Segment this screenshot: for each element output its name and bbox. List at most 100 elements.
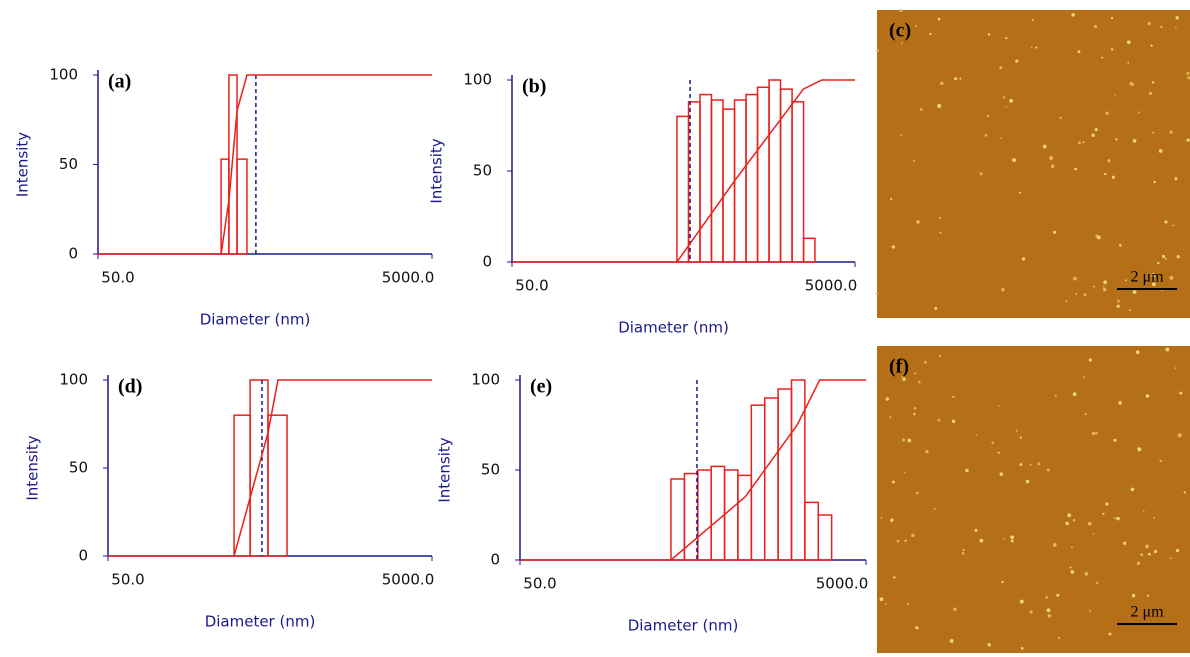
particle	[1187, 76, 1190, 80]
particle	[1127, 61, 1130, 64]
particle	[999, 66, 1003, 70]
y-tick-label: 100	[471, 371, 500, 389]
particle	[1095, 581, 1099, 585]
particle	[1103, 280, 1107, 285]
particle	[1001, 287, 1005, 292]
particle	[1176, 255, 1180, 259]
particle	[961, 552, 965, 555]
particle	[1177, 433, 1182, 438]
y-axis-label: Intensity	[24, 435, 42, 500]
particle	[1072, 392, 1077, 397]
particle	[975, 434, 978, 436]
particle	[891, 245, 896, 249]
particle	[986, 115, 989, 118]
particle	[1089, 609, 1092, 612]
particle	[899, 8, 903, 13]
particle	[1162, 254, 1166, 259]
particle	[1119, 243, 1122, 247]
scale-bar-label: 2 μm	[1130, 604, 1164, 621]
particle	[913, 412, 916, 416]
bar	[790, 379, 806, 561]
particle	[1165, 347, 1170, 352]
y-tick-label: 100	[59, 371, 88, 389]
y-tick-label: 100	[49, 66, 78, 84]
particle	[1153, 549, 1158, 554]
particle	[1123, 541, 1127, 545]
particle	[1102, 512, 1105, 515]
particle	[1174, 177, 1178, 181]
particle	[999, 472, 1004, 476]
y-tick-label: 50	[481, 461, 500, 479]
particle	[1092, 533, 1095, 535]
particle	[1030, 46, 1033, 49]
y-tick-label: 0	[78, 547, 88, 565]
particle	[953, 607, 957, 612]
particle	[1009, 98, 1014, 103]
particle	[1118, 401, 1122, 405]
particle	[915, 626, 919, 630]
particle	[1145, 544, 1150, 549]
particle	[1074, 167, 1077, 171]
particle	[1152, 131, 1155, 134]
bar	[710, 99, 724, 263]
particle	[918, 380, 921, 384]
particle	[1151, 273, 1156, 278]
x-tick-label: 5000.0	[816, 575, 869, 593]
particle	[893, 576, 896, 579]
particle	[979, 538, 984, 543]
particle	[1169, 130, 1173, 134]
afm-image: (f) 2 μm	[877, 346, 1190, 653]
particle	[1164, 220, 1168, 224]
y-axis-label: Intensity	[14, 132, 32, 197]
particle	[891, 480, 895, 484]
particle	[903, 471, 906, 474]
particle	[1105, 111, 1109, 115]
particle	[1029, 610, 1033, 614]
y-tick-label: 50	[59, 155, 78, 173]
bar	[697, 469, 712, 561]
particle	[1172, 224, 1175, 227]
afm-background	[877, 10, 1190, 318]
particle	[1147, 552, 1151, 556]
particle	[1148, 91, 1153, 95]
particle	[1091, 133, 1095, 138]
particle	[1130, 487, 1135, 492]
x-tick-label: 50.0	[515, 277, 548, 295]
particle	[880, 517, 883, 519]
particle	[951, 419, 956, 424]
y-tick-label: 0	[482, 253, 492, 271]
y-tick-label: 0	[68, 245, 78, 263]
particle	[1035, 46, 1038, 49]
particle	[1095, 234, 1099, 238]
particle	[1124, 279, 1127, 282]
particle	[965, 468, 969, 473]
particle	[1025, 479, 1030, 484]
particle	[1145, 394, 1150, 398]
particle	[1088, 358, 1093, 362]
y-axis-label: Intensity	[436, 437, 454, 502]
particle	[1052, 543, 1057, 547]
particle	[939, 231, 942, 234]
particle	[1046, 468, 1050, 472]
particle	[1084, 572, 1089, 576]
bar	[756, 86, 770, 263]
particle	[1136, 561, 1141, 566]
particle	[1069, 566, 1072, 569]
particle	[1169, 275, 1174, 280]
particle	[925, 449, 929, 454]
particle	[904, 539, 907, 542]
particle	[1132, 139, 1137, 143]
particle	[1077, 50, 1081, 54]
x-axis-label: Diameter (nm)	[628, 617, 739, 635]
panel-label: (d)	[118, 376, 142, 398]
particle	[1153, 180, 1156, 184]
particle	[1101, 56, 1104, 59]
bar	[710, 465, 726, 561]
bar	[779, 88, 793, 263]
particle	[987, 33, 991, 36]
panel-label: (f)	[889, 356, 909, 378]
particle	[1105, 502, 1109, 506]
particle	[1183, 491, 1186, 494]
particle	[913, 406, 917, 410]
particle	[1140, 553, 1144, 557]
